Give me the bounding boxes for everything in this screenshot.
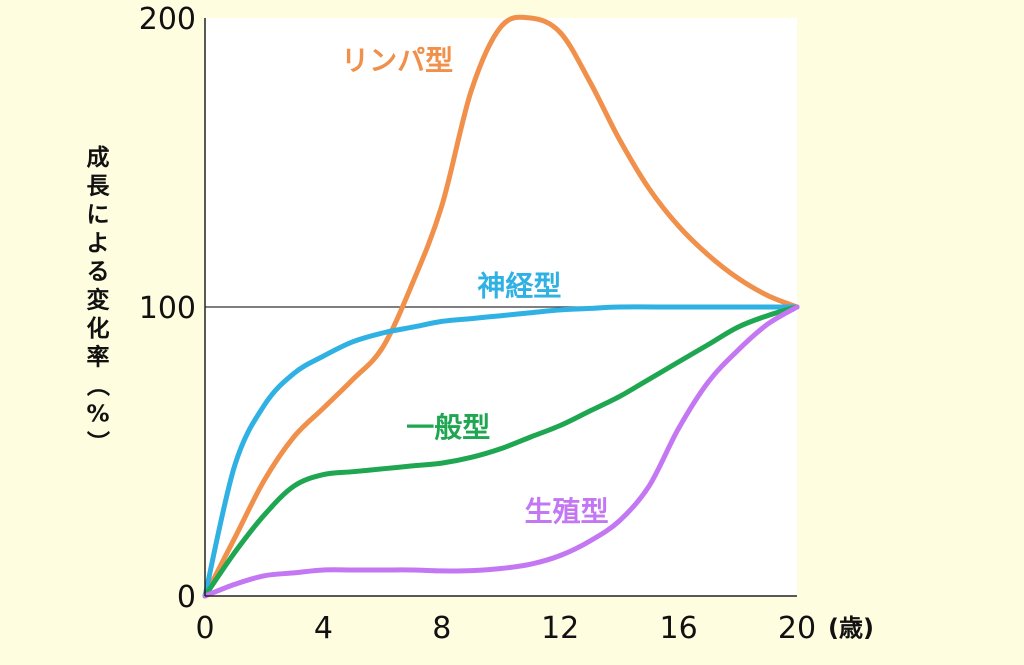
y-axis-title-char: % [86,402,109,428]
x-axis-unit-label: (歳) [828,614,874,642]
x-tick-label: 20 [778,611,816,646]
series-label-general: 一般型 [406,411,490,444]
y-tick-label: 100 [139,291,196,326]
y-axis-title-char: 化 [87,315,110,342]
y-axis-title-char: 変 [87,287,110,314]
y-axis-title-char: ） [84,431,111,454]
y-axis-title-char: 成 [87,145,110,171]
series-line-lymph [202,14,800,599]
x-tick-label: 16 [660,611,698,646]
series-label-neural: 神経型 [477,269,561,302]
series-line-general [202,304,800,599]
x-tick-label: 12 [541,611,579,646]
y-axis-title-char: 率 [87,344,110,371]
x-tick-label: 8 [432,611,451,646]
y-axis-title-char: （ [84,374,111,397]
series-label-lymph: リンパ型 [341,44,453,77]
series-line-reproductive [202,304,800,599]
series-line-neural [202,304,800,599]
y-axis-title-char: る [87,259,110,285]
y-axis-title-char: 長 [87,174,111,200]
series-label-reproductive: 生殖型 [525,495,609,528]
y-axis-title-char: に [87,202,110,228]
x-tick-label: 0 [195,611,214,646]
y-tick-label: 200 [139,2,196,37]
y-axis-title-char: よ [87,231,110,257]
x-tick-label: 4 [314,611,333,646]
y-tick-label: 0 [177,580,196,615]
